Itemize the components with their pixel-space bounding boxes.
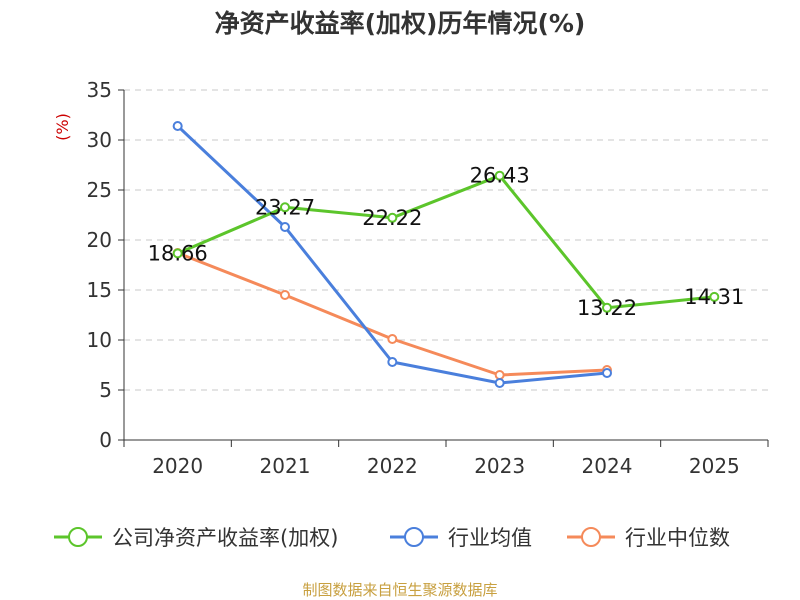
y-tick-label: 25 — [87, 178, 112, 202]
legend[interactable]: 公司净资产收益率(加权) 行业均值 行业中位数 — [54, 526, 730, 550]
data-labels: 18.66 23.27 22.22 26.43 13.22 14.31 — [148, 164, 745, 320]
data-point — [172, 121, 183, 131]
y-tick-label: 15 — [87, 278, 112, 302]
legend-item[interactable]: 公司净资产收益率(加权) — [54, 526, 338, 550]
y-tick-label: 0 — [99, 428, 112, 452]
series-line — [177, 174, 715, 310]
series-line — [176, 124, 608, 385]
source-note: 制图数据来自恒生聚源数据库 — [302, 581, 497, 599]
data-point — [280, 290, 290, 300]
grid-lines — [124, 89, 768, 391]
legend-label: 行业中位数 — [625, 526, 730, 550]
y-axis-label: (%) — [53, 113, 72, 141]
legend-label: 公司净资产收益率(加权) — [112, 526, 338, 550]
legend-marker-icon — [581, 527, 601, 547]
data-point — [494, 170, 505, 181]
chart-title: 净资产收益率(加权)历年情况(%) — [215, 9, 586, 38]
data-label: 18.66 — [148, 241, 208, 265]
data-label: 23.27 — [255, 195, 315, 219]
series-layer — [172, 121, 720, 388]
series-line — [177, 251, 608, 377]
legend-marker-icon — [68, 527, 88, 547]
data-point — [494, 378, 505, 388]
y-tick-label: 5 — [99, 378, 112, 402]
data-label: 26.43 — [470, 164, 530, 188]
x-tick-label: 2024 — [582, 454, 633, 478]
data-point — [494, 370, 505, 380]
y-tick-label: 30 — [87, 128, 112, 152]
x-tick-label: 2023 — [474, 454, 525, 478]
y-tick-label: 20 — [87, 228, 112, 252]
data-point — [280, 222, 290, 232]
data-point — [387, 334, 398, 344]
y-tick-label: 10 — [87, 328, 112, 352]
legend-label: 行业均值 — [448, 526, 532, 550]
x-tick-label: 2022 — [367, 454, 418, 478]
x-tick-label: 2020 — [152, 454, 203, 478]
data-label: 22.22 — [362, 206, 422, 230]
data-label: 13.22 — [577, 296, 637, 320]
legend-item[interactable]: 行业中位数 — [567, 526, 730, 550]
x-tick-label: 2025 — [689, 454, 740, 478]
x-tick-label: 2021 — [260, 454, 311, 478]
data-point — [602, 302, 612, 313]
data-point — [709, 291, 720, 302]
data-point — [280, 202, 290, 213]
legend-marker-icon — [404, 527, 424, 547]
data-label: 14.31 — [684, 285, 744, 309]
data-point — [602, 368, 612, 378]
legend-item[interactable]: 行业均值 — [390, 526, 532, 550]
data-point — [172, 248, 183, 259]
data-point — [387, 357, 398, 367]
y-tick-label: 35 — [87, 78, 112, 102]
data-point — [387, 212, 398, 223]
